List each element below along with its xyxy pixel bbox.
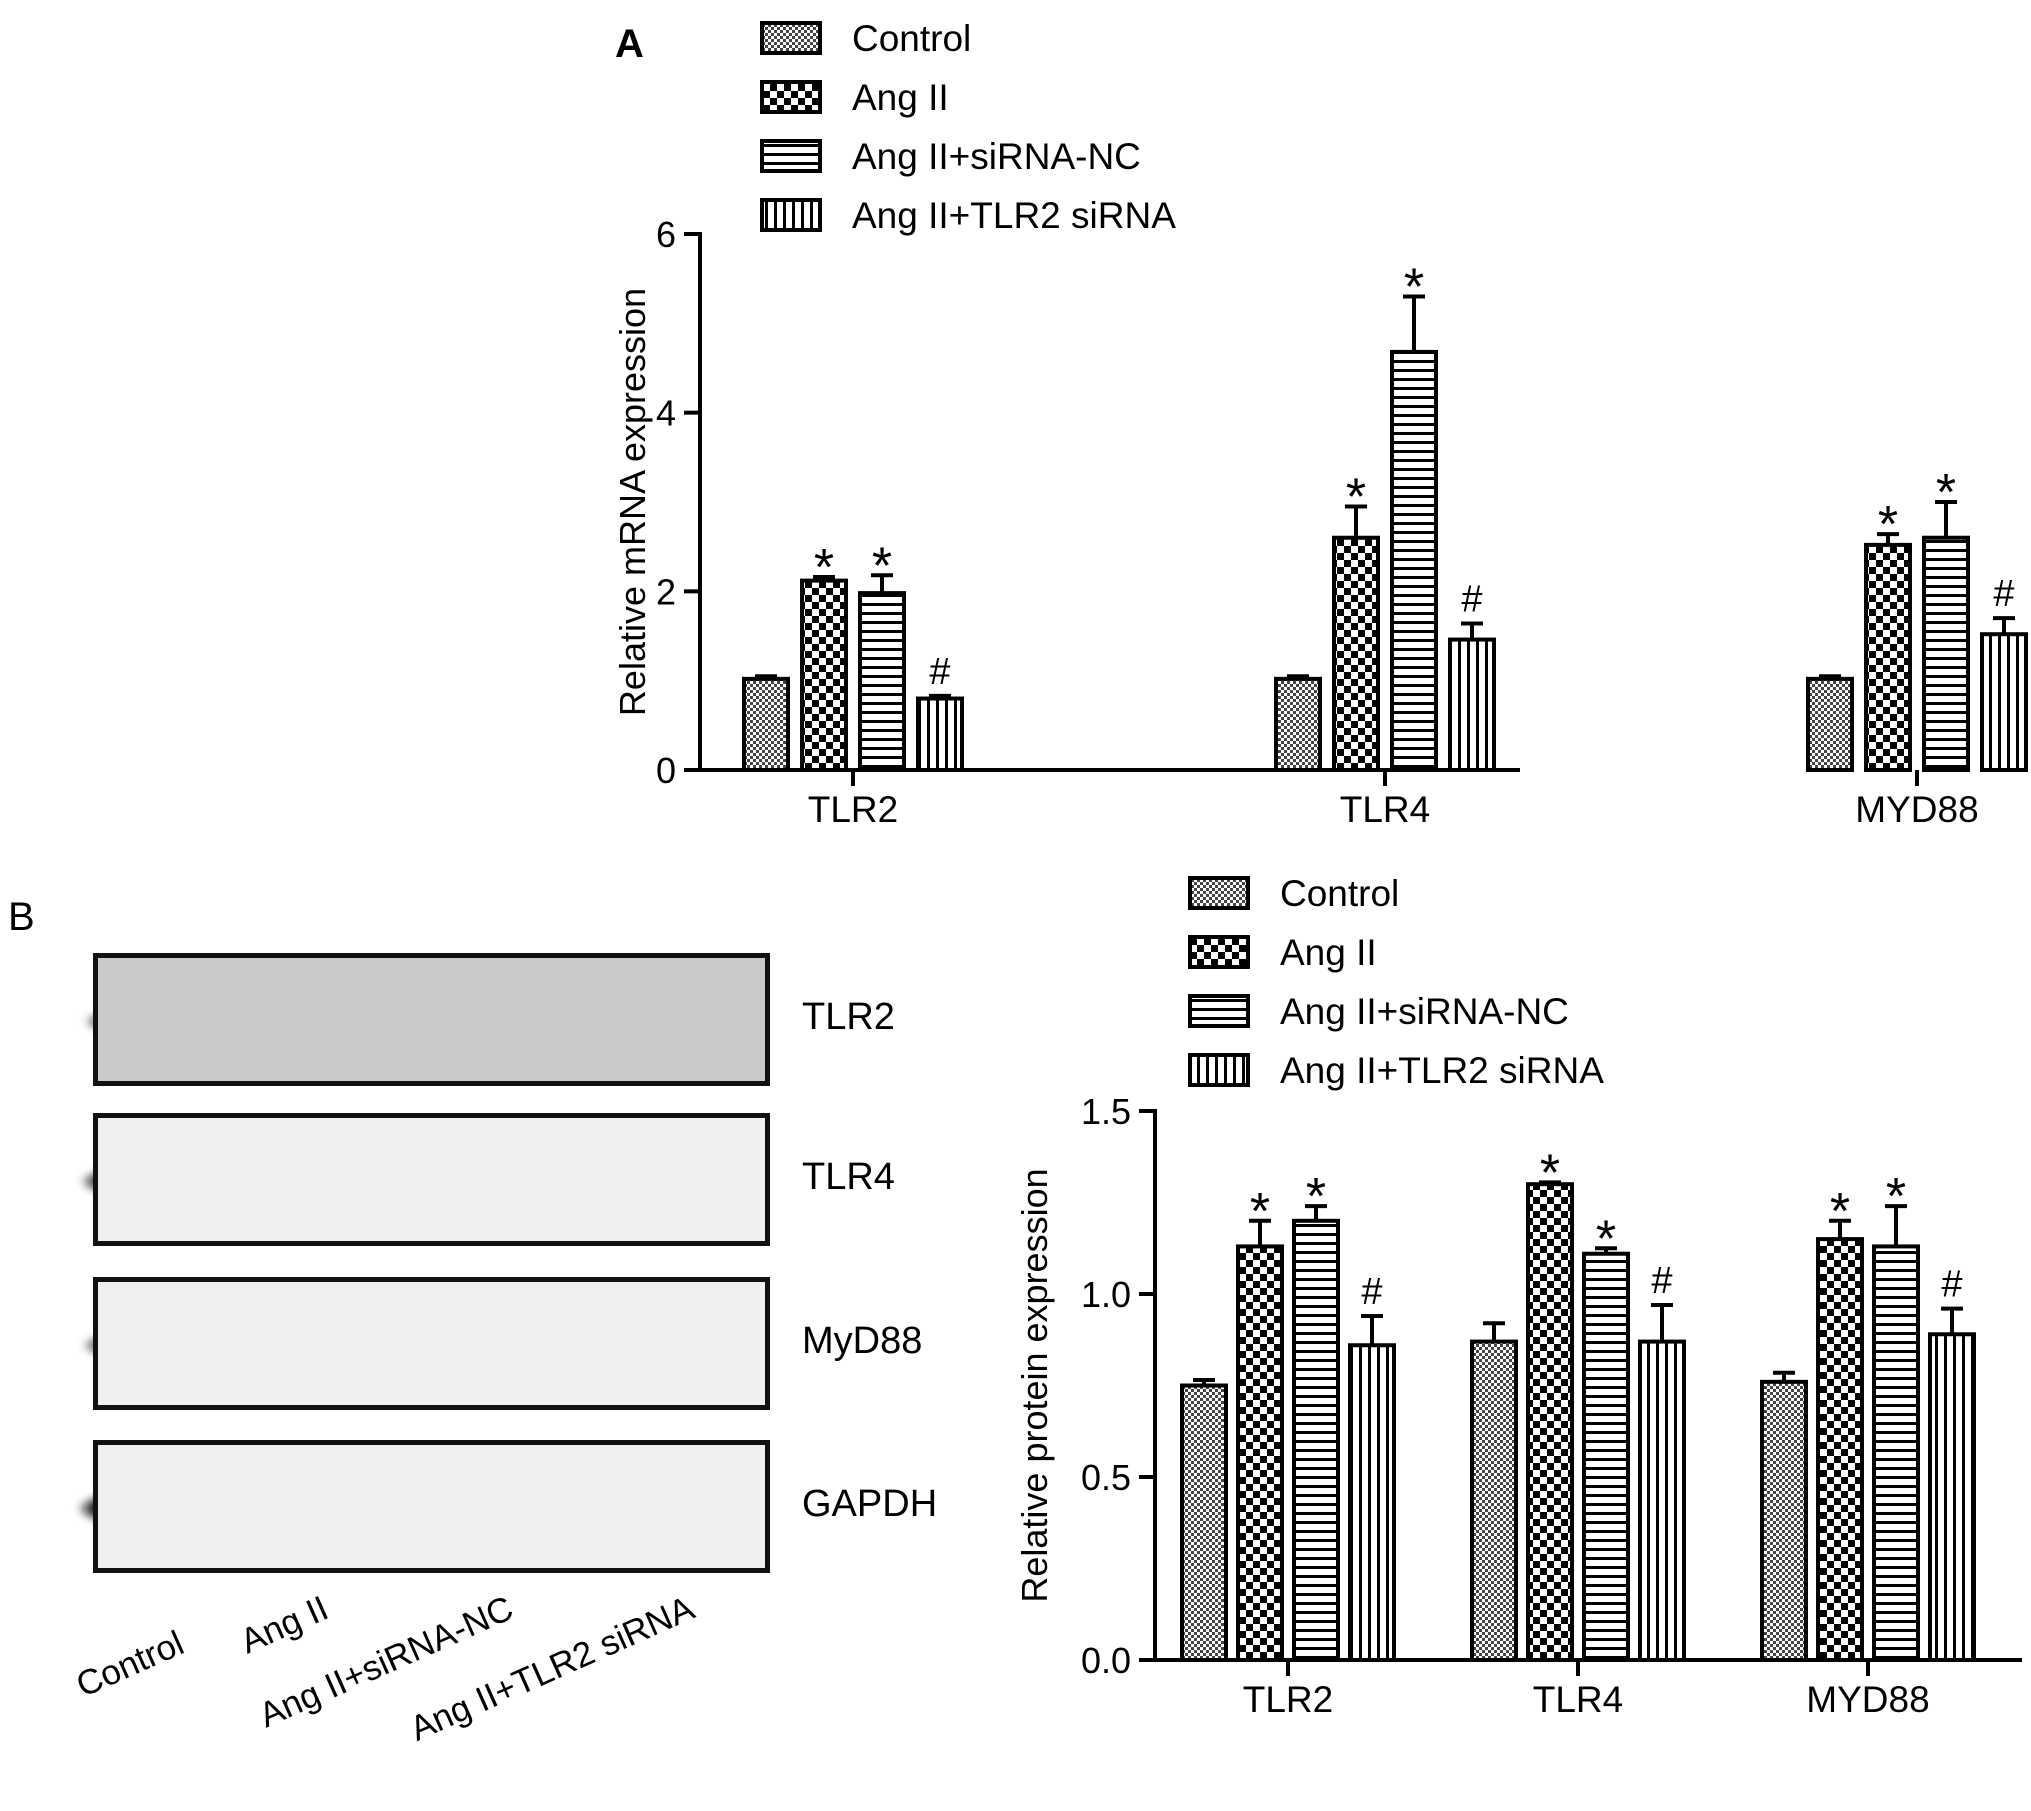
y-tick-label-1: 2 — [656, 571, 676, 612]
legend-label-0: Control — [1280, 873, 1399, 914]
significance-mark-1-2: * — [1596, 1210, 1616, 1268]
significance-mark-1-1: * — [1540, 1144, 1560, 1202]
bar-2-3 — [1928, 1332, 1976, 1662]
bar-2-2 — [1922, 535, 1970, 772]
legend-swatch-0 — [760, 21, 822, 55]
legend-label-2: Ang II+siRNA-NC — [852, 136, 1141, 177]
bar-2-0 — [1760, 1379, 1808, 1662]
bar-0-1 — [800, 578, 848, 773]
significance-mark-2-3: # — [1993, 573, 2014, 615]
legend-swatch-1 — [760, 80, 822, 114]
significance-mark-0-2: * — [872, 537, 892, 595]
significance-mark-2-2: * — [1886, 1168, 1906, 1226]
y-tick-label-1: 0.5 — [1081, 1457, 1131, 1498]
blot-label-myd88: MyD88 — [802, 1319, 923, 1362]
bar-0-2 — [858, 591, 906, 772]
bar-1-2 — [1582, 1251, 1630, 1662]
y-tick-label-3: 6 — [656, 214, 676, 255]
significance-mark-2-3: # — [1941, 1264, 1962, 1306]
x-tick-label-2: MYD88 — [1855, 789, 1978, 830]
blot-label-tlr4: TLR4 — [802, 1155, 895, 1198]
bar-1-0 — [1274, 676, 1322, 773]
legend-label-3: Ang II+TLR2 siRNA — [852, 195, 1176, 236]
legend-swatch-2 — [760, 139, 822, 173]
x-tick-label-0: TLR2 — [1243, 1679, 1333, 1720]
significance-mark-1-3: # — [1651, 1260, 1672, 1302]
y-axis-label: Relative mRNA expression — [612, 288, 653, 716]
x-tick-label-1: TLR4 — [1533, 1679, 1623, 1720]
significance-mark-2-1: * — [1878, 496, 1898, 554]
blot-panel-tlr4 — [93, 1113, 770, 1246]
bar-0-3 — [916, 696, 964, 772]
bar-0-3 — [1348, 1343, 1396, 1662]
significance-mark-2-1: * — [1830, 1183, 1850, 1241]
bar-1-2 — [1390, 349, 1438, 772]
blot-panel-myd88 — [93, 1277, 770, 1410]
bar-2-2 — [1872, 1244, 1920, 1663]
blot-panel-gapdh — [93, 1440, 770, 1573]
bar-1-0 — [1470, 1339, 1518, 1662]
bar-2-0 — [1806, 676, 1854, 773]
bar-1-1 — [1332, 535, 1380, 772]
legend-label-0: Control — [852, 18, 971, 59]
significance-mark-0-1: * — [814, 539, 834, 597]
significance-mark-0-1: * — [1250, 1183, 1270, 1241]
significance-mark-0-3: # — [929, 651, 950, 693]
bar-2-3 — [1980, 632, 2028, 772]
bar-0-0 — [1180, 1383, 1228, 1662]
legend-swatch-1 — [1188, 935, 1250, 969]
significance-mark-1-3: # — [1461, 578, 1482, 620]
y-tick-label-0: 0.0 — [1081, 1640, 1131, 1681]
significance-mark-1-1: * — [1346, 468, 1366, 526]
significance-mark-0-2: * — [1306, 1168, 1326, 1226]
blot-label-gapdh: GAPDH — [802, 1482, 938, 1525]
x-tick-label-0: TLR2 — [808, 789, 898, 830]
legend-swatch-0 — [1188, 876, 1250, 910]
blot-panel-tlr2 — [93, 953, 770, 1086]
bar-0-2 — [1292, 1218, 1340, 1663]
y-axis-label: Relative protein expression — [1014, 1168, 1055, 1602]
bar-1-3 — [1638, 1339, 1686, 1662]
x-tick-label-1: TLR4 — [1340, 789, 1430, 830]
y-tick-label-2: 1.0 — [1081, 1274, 1131, 1315]
legend-swatch-3 — [760, 198, 822, 232]
bar-1-3 — [1448, 637, 1496, 772]
y-tick-label-2: 4 — [656, 393, 676, 434]
significance-mark-2-2: * — [1936, 464, 1956, 522]
chart-b: Control Ang II Ang II+siRNA-NC Ang II+TLR2 … — [1014, 873, 2022, 1720]
legend-label-2: Ang II+siRNA-NC — [1280, 991, 1569, 1032]
panel-letter-b: B — [8, 895, 35, 939]
x-tick-label-2: MYD88 — [1806, 1679, 1929, 1720]
legend-label-1: Ang II — [1280, 932, 1377, 973]
legend-label-1: Ang II — [852, 77, 949, 118]
y-tick-label-3: 1.5 — [1081, 1091, 1131, 1132]
significance-mark-1-2: * — [1404, 259, 1424, 317]
legend-swatch-2 — [1188, 994, 1250, 1028]
bar-2-1 — [1864, 542, 1912, 772]
bar-2-1 — [1816, 1237, 1864, 1662]
bar-0-0 — [742, 676, 790, 773]
bar-1-1 — [1526, 1182, 1574, 1662]
bar-0-1 — [1236, 1244, 1284, 1663]
legend-label-3: Ang II+TLR2 siRNA — [1280, 1050, 1604, 1091]
significance-mark-0-3: # — [1361, 1271, 1382, 1313]
legend-swatch-3 — [1188, 1053, 1250, 1087]
blot-label-tlr2: TLR2 — [802, 995, 895, 1038]
chart-a: Control Ang II Ang II+siRNA-NC Ang II+TLR2 … — [612, 18, 2028, 830]
panel-letter-a: A — [615, 22, 644, 66]
y-tick-label-0: 0 — [656, 750, 676, 791]
